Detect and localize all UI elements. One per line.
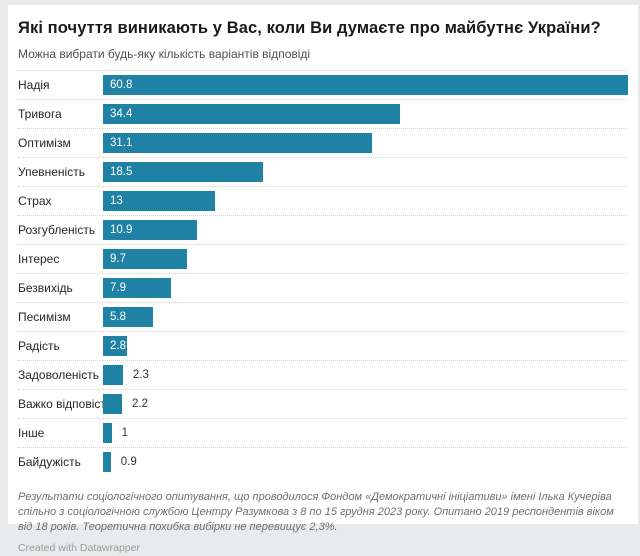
bar[interactable]: 60.8	[103, 74, 628, 95]
bar-area: 2.2	[103, 390, 628, 418]
bar-row: Задоволеність 2.3	[18, 359, 628, 389]
bar-row: Тривога 34.4	[18, 98, 628, 128]
category-label: Важко відповісти	[18, 396, 103, 411]
category-label: Упевненість	[18, 164, 85, 179]
bar[interactable]	[103, 364, 123, 385]
value-label: 34.4	[110, 107, 133, 120]
bar[interactable]: 2.8	[103, 335, 128, 356]
value-label: 31.1	[110, 136, 133, 149]
value-label: 13	[110, 194, 123, 207]
category-label: Радість	[18, 338, 60, 353]
bar[interactable]	[103, 451, 111, 472]
chart-rows: Надія 60.8 Тривога 34.4 Оптимізм 31.1 Упевнені…	[18, 69, 628, 476]
bar-row: Безвихідь 7.9	[18, 272, 628, 302]
bar-area: 18.5	[103, 158, 628, 186]
bar-row: Оптимізм 31.1	[18, 127, 628, 157]
value-label: 0.9	[120, 455, 137, 468]
bar[interactable]: 34.4	[103, 103, 401, 124]
category-label: Песимізм	[18, 309, 71, 324]
chart-title: Які почуття виникають у Вас, коли Ви дум…	[18, 19, 601, 37]
bar[interactable]: 13	[103, 190, 216, 211]
value-label: 2.2	[131, 397, 148, 410]
chart-card: Які почуття виникають у Вас, коли Ви дум…	[8, 5, 638, 554]
category-label: Оптимізм	[18, 135, 71, 150]
bar-area: 2.3	[103, 361, 628, 389]
bar-row: Песимізм 5.8	[18, 301, 628, 331]
category-label: Байдужість	[18, 454, 81, 469]
bar[interactable]	[103, 393, 122, 414]
bar-area: 9.7	[103, 245, 628, 273]
bar[interactable]: 31.1	[103, 132, 372, 153]
methodology-note: Результати соціологічного опитування, що…	[18, 490, 614, 533]
bar-area: 31.1	[103, 129, 628, 157]
bar[interactable]: 5.8	[103, 306, 154, 327]
category-label: Безвихідь	[18, 280, 73, 295]
bar-row: Інтерес 9.7	[18, 243, 628, 273]
bar-row: Байдужість 0.9	[18, 446, 628, 476]
bar-area: 13	[103, 187, 628, 215]
value-label: 18.5	[110, 165, 133, 178]
value-label: 1	[121, 426, 129, 439]
category-label: Інше	[18, 425, 45, 440]
value-label: 2.3	[132, 368, 149, 381]
category-label: Інтерес	[18, 251, 60, 266]
value-label: 2.8	[110, 339, 126, 352]
category-label: Розгубленість	[18, 222, 96, 237]
bar[interactable]: 10.9	[103, 219, 198, 240]
category-label: Тривога	[18, 106, 62, 121]
bar[interactable]: 7.9	[103, 277, 172, 298]
bar-row: Розгубленість 10.9	[18, 214, 628, 244]
bar-area: 60.8	[103, 71, 628, 99]
bar-row: Важко відповісти 2.2	[18, 388, 628, 418]
category-label: Надія	[18, 77, 50, 92]
value-label: 7.9	[110, 281, 126, 294]
value-label: 10.9	[110, 223, 133, 236]
category-label: Страх	[18, 193, 52, 208]
bar-row: Інше 1	[18, 417, 628, 447]
value-label: 5.8	[110, 310, 126, 323]
chart-subtitle: Можна вибрати будь-яку кількість варіант…	[18, 46, 311, 61]
bar-area: 0.9	[103, 448, 628, 476]
bar[interactable]: 9.7	[103, 248, 187, 269]
bar-area: 10.9	[103, 216, 628, 244]
bar-area: 5.8	[103, 303, 628, 331]
bar-row: Страх 13	[18, 185, 628, 215]
bar-row: Надія 60.8	[18, 69, 628, 99]
value-label: 60.8	[110, 78, 133, 91]
category-label: Задоволеність	[18, 367, 99, 382]
bar-area: 34.4	[103, 100, 628, 128]
bar[interactable]	[103, 422, 112, 443]
bar-row: Упевненість 18.5	[18, 156, 628, 186]
bar-row: Радість 2.8	[18, 330, 628, 360]
bar-area: 2.8	[103, 332, 628, 360]
bar-area: 1	[103, 419, 628, 447]
bar[interactable]: 18.5	[103, 161, 263, 182]
bar-area: 7.9	[103, 274, 628, 302]
value-label: 9.7	[110, 252, 126, 265]
datawrapper-attribution-link[interactable]: Created with Datawrapper	[18, 542, 140, 555]
